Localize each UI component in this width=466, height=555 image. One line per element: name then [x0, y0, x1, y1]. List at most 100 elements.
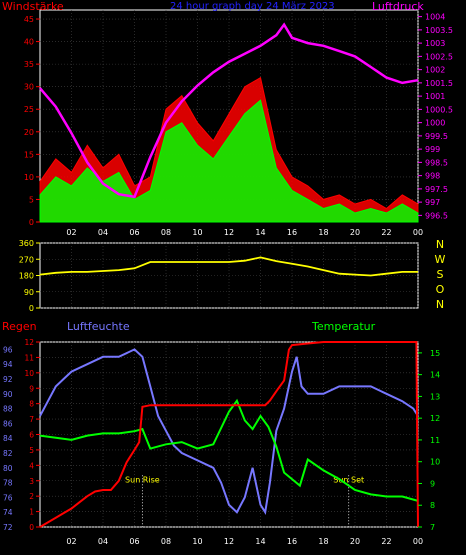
direction-tick-label: 0: [29, 304, 34, 313]
x-tick-label: 06: [129, 537, 139, 546]
compass-label: S: [437, 268, 444, 281]
pressure-tick-label: 1003.5: [425, 26, 453, 35]
x-tick-label: 06: [129, 228, 139, 237]
x-tick-label: 00: [413, 537, 423, 546]
series-line-Windrichtung: [39, 256, 418, 277]
rain-tick-label: 7: [29, 415, 34, 424]
x-tick-label: 20: [350, 537, 360, 546]
temp-tick-label: 7: [430, 523, 435, 532]
humidity-tick-label: 82: [3, 449, 13, 458]
x-tick-label: 18: [318, 537, 328, 546]
pressure-tick-label: 1002.5: [425, 52, 453, 61]
x-tick-label: 12: [224, 537, 234, 546]
x-tick-label: 10: [192, 228, 202, 237]
temp-tick-label: 15: [430, 349, 440, 358]
humidity-tick-label: 90: [3, 390, 13, 399]
pressure-tick-label: 998: [425, 172, 440, 181]
pressure-axis-label: Luftdruck: [372, 0, 424, 13]
rain-tick-label: 6: [29, 431, 34, 440]
x-tick-label: 10: [192, 537, 202, 546]
wind-tick-label: 0: [29, 218, 34, 227]
pressure-tick-label: 999.5: [425, 132, 448, 141]
humidity-tick-label: 88: [3, 405, 13, 414]
pressure-tick-label: 1000: [425, 119, 445, 128]
wind-tick-label: 45: [24, 15, 34, 24]
compass-label: W: [435, 253, 446, 266]
wind-tick-label: 25: [24, 105, 34, 114]
x-tick-label: 20: [350, 228, 360, 237]
x-tick-label: 04: [98, 537, 108, 546]
series-line-Luftdruck: [39, 22, 419, 199]
rain-tick-label: 10: [24, 369, 34, 378]
compass-label: N: [436, 238, 444, 251]
humidity-tick-label: 78: [3, 479, 13, 488]
direction-tick-label: 180: [19, 272, 34, 281]
x-tick-label: 14: [255, 537, 265, 546]
temp-tick-label: 10: [430, 458, 440, 467]
rain-tick-label: 8: [29, 400, 34, 409]
humidity-tick-label: 92: [3, 375, 13, 384]
humidity-tick-label: 76: [3, 493, 13, 502]
wind-tick-label: 10: [24, 173, 34, 182]
wind-tick-label: 20: [24, 128, 34, 137]
rain-tick-label: 0: [29, 523, 34, 532]
humidity-tick-label: 94: [3, 360, 13, 369]
humidity-tick-label: 96: [3, 345, 13, 354]
pressure-tick-label: 1004: [425, 13, 445, 22]
rain-tick-label: 9: [29, 384, 34, 393]
pressure-tick-label: 999: [425, 145, 440, 154]
humidity-tick-label: 72: [3, 523, 13, 532]
wind-tick-label: 5: [29, 195, 34, 204]
x-tick-label: 08: [161, 537, 171, 546]
x-tick-label: 16: [287, 537, 297, 546]
rain-axis-label: Regen: [2, 320, 37, 333]
compass-label: N: [436, 298, 444, 311]
pressure-tick-label: 997.5: [425, 185, 448, 194]
x-tick-label: 00: [413, 228, 423, 237]
temperature-axis-label: Temperatur: [311, 320, 376, 333]
direction-tick-label: 360: [19, 239, 34, 248]
humidity-tick-label: 74: [3, 508, 13, 517]
humidity-tick-label: 84: [3, 434, 13, 443]
wind-pressure-panel: 0 5 10 15 20 25 30 35 40 45 996.5 997 997.5 998 998.5…: [2, 0, 453, 237]
pressure-tick-label: 997: [425, 198, 440, 207]
humidity-tick-label: 86: [3, 419, 13, 428]
x-tick-label: 02: [66, 537, 76, 546]
rain-tick-label: 4: [29, 461, 34, 470]
rain-tick-label: 1: [29, 508, 34, 517]
temp-tick-label: 14: [430, 371, 440, 380]
x-tick-label: 02: [66, 228, 76, 237]
x-tick-label: 04: [98, 228, 108, 237]
rain-tick-label: 2: [29, 492, 34, 501]
humidity-axis-label: Luftfeuchte: [67, 320, 130, 333]
series-line-Temperatur: [39, 398, 419, 502]
pressure-tick-label: 1000.5: [425, 105, 453, 114]
wind-axis-label: Windstärke: [2, 0, 64, 13]
compass-label: O: [436, 283, 445, 296]
rain-humidity-temp-panel: Sun Rise Sun Set 727476788082848688909294…: [2, 320, 440, 546]
wind-tick-label: 35: [24, 60, 34, 69]
pressure-tick-label: 1001: [425, 92, 445, 101]
temp-tick-label: 13: [430, 392, 440, 401]
rain-tick-label: 3: [29, 477, 34, 486]
temp-tick-label: 9: [430, 479, 435, 488]
pressure-tick-label: 1003: [425, 39, 445, 48]
temp-tick-label: 12: [430, 414, 440, 423]
series-line-Regen: [39, 341, 419, 528]
x-tick-label: 22: [381, 228, 391, 237]
x-tick-label: 16: [287, 228, 297, 237]
x-tick-label: 12: [224, 228, 234, 237]
pressure-tick-label: 998.5: [425, 158, 448, 167]
wind-tick-label: 40: [24, 38, 34, 47]
x-tick-label: 14: [255, 228, 265, 237]
x-tick-label: 18: [318, 228, 328, 237]
annotation-label: Sun Rise: [125, 476, 160, 485]
temp-tick-label: 11: [430, 436, 440, 445]
annotation-label: Sun Set: [333, 476, 364, 485]
wind-tick-label: 30: [24, 83, 34, 92]
rain-tick-label: 12: [24, 338, 34, 347]
pressure-tick-label: 996.5: [425, 211, 448, 220]
chart-title: 24 hour graph day 24 März 2023: [170, 1, 335, 12]
pressure-tick-label: 1002: [425, 66, 445, 75]
